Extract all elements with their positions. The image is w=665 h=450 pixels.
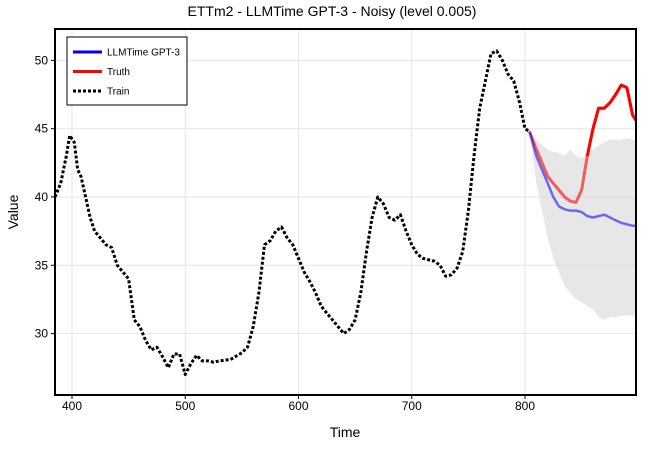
x-tick-label: 400	[62, 399, 82, 413]
x-axis-title: Time	[330, 424, 361, 440]
chart-title: ETTm2 - LLMTime GPT-3 - Noisy (level 0.0…	[188, 3, 477, 19]
series-line-train	[53, 49, 531, 376]
series-line-llmtime-gpt-3	[528, 131, 636, 227]
interval-band	[529, 131, 636, 320]
legend-label: Truth	[107, 67, 130, 78]
x-tick-label: 800	[515, 399, 535, 413]
y-tick-label: 30	[35, 327, 49, 341]
y-axis-ticks: 30 35 40 45 50	[35, 53, 55, 341]
legend: LLMTime GPT-3 Truth Train	[66, 36, 188, 106]
x-axis-ticks: 400 500 600 700 800	[62, 395, 535, 413]
y-tick-label: 40	[35, 190, 49, 204]
y-tick-label: 45	[35, 122, 49, 136]
y-tick-label: 35	[35, 258, 49, 272]
y-axis-title: Value	[5, 194, 21, 229]
legend-label: Train	[107, 87, 129, 98]
y-tick-label: 50	[35, 53, 49, 67]
plot-frame	[54, 28, 637, 396]
legend-label: LLMTime GPT-3	[107, 48, 180, 59]
x-tick-label: 500	[175, 399, 195, 413]
x-tick-label: 700	[402, 399, 422, 413]
series-line-truth-upper	[585, 83, 638, 157]
x-tick-label: 600	[288, 399, 308, 413]
series-lines	[53, 49, 638, 376]
prediction-interval	[529, 131, 636, 320]
